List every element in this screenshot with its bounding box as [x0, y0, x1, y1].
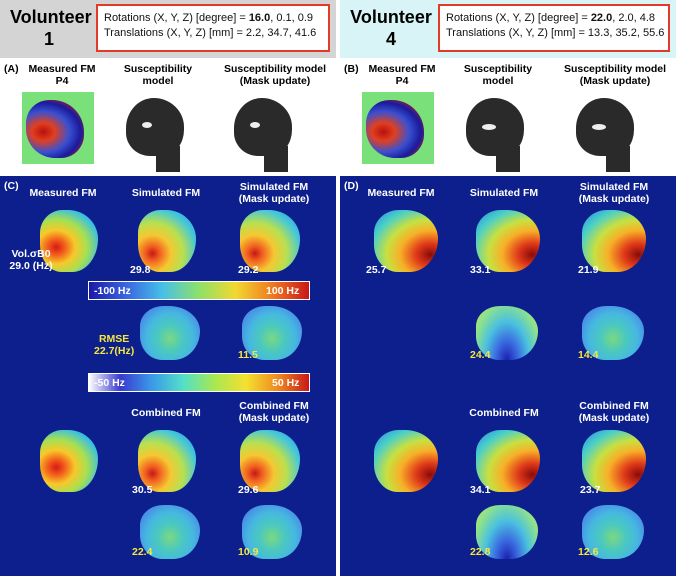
section-d-measured-fm-heading: Measured FM [367, 187, 435, 199]
section-a-col1-heading: Measured FM P4 [28, 63, 96, 87]
section-b-col1-heading: Measured FM P4 [368, 63, 436, 87]
d-simulated-fm-mask-brain [582, 210, 646, 272]
c-colorbar1-max-label: 100 Hz [266, 285, 300, 297]
c-rmse-brain [140, 306, 200, 360]
section-c-simulated-fm-heading: Simulated FM [131, 187, 201, 199]
d-combined-fm-mask-value: 23.7 [580, 484, 601, 496]
center-divider [336, 0, 340, 576]
measured-fm-p4-image [22, 92, 94, 164]
volunteer-4-rotations: Rotations (X, Y, Z) [degree] = 22.0, 2.0… [446, 12, 656, 24]
c-combined-rmse-brain [140, 505, 200, 559]
d-combined-fm-heading: Combined FM [469, 407, 539, 419]
c-simulated-fm-value: 29.8 [130, 264, 151, 276]
d-rmse-value: 24.4 [470, 349, 491, 361]
c-colorbar-hz-50 [88, 373, 310, 392]
d-simulated-fm-brain [476, 210, 540, 272]
volunteer-1-motion-box: Rotations (X, Y, Z) [degree] = 16.0, 0.1… [96, 4, 330, 52]
d-simulated-fm-value: 33.1 [470, 264, 491, 276]
d-combined-rmse-brain [476, 505, 538, 559]
volunteer-1-title: Volunteer 1 [10, 7, 92, 49]
c-combined-fm-brain [138, 430, 196, 492]
c-rmse-mask-brain [242, 306, 302, 360]
c-combined-rmse-mask-brain [242, 505, 302, 559]
c-colorbar2-min-label: -50 Hz [94, 377, 125, 389]
d-rmse-mask-brain [582, 306, 644, 360]
c-rmse-mask-value: 11.5 [238, 349, 258, 361]
c-colorbar-hz-100 [88, 281, 310, 300]
d-combined-fm-brain [476, 430, 540, 492]
c-simulated-fm-brain [138, 210, 196, 272]
section-d-label: (D) [344, 180, 359, 192]
d-combined-fm-mask-heading: Combined FM (Mask update) [578, 400, 650, 424]
section-c-label: (C) [4, 180, 19, 192]
d-combined-rmse-mask-value: 12.6 [578, 546, 599, 558]
susceptibility-model-mask-update-image-v4 [562, 94, 642, 174]
d-measured-fm-brain [374, 210, 438, 272]
section-a-col3-heading: Susceptibility model (Mask update) [223, 63, 327, 87]
section-c-simulated-fm-mask-heading: Simulated FM (Mask update) [238, 181, 310, 205]
d-combined-fm-value: 34.1 [470, 484, 491, 496]
d-combined-rmse-mask-brain [582, 505, 644, 559]
susceptibility-model-image [112, 94, 192, 174]
d-rmse-brain [476, 306, 538, 360]
c-combined-rmse-mask-value: 10.9 [238, 546, 259, 558]
volunteer-4-title: Volunteer 4 [350, 7, 432, 49]
c-colorbar1-min-label: -100 Hz [94, 285, 131, 297]
d-rmse-mask-value: 14.4 [578, 349, 599, 361]
c-measured-fm-brain [40, 210, 98, 272]
volunteer-1-translations: Translations (X, Y, Z) [mm] = 2.2, 34.7,… [104, 27, 317, 39]
d-combined-fm-mask-brain [582, 430, 646, 492]
section-d-simulated-fm-mask-heading: Simulated FM (Mask update) [578, 181, 650, 205]
c-simulated-fm-mask-value: 29.2 [238, 264, 259, 276]
section-b-label: (B) [344, 63, 359, 75]
c-combined-rmse-value: 22.4 [132, 546, 153, 558]
susceptibility-model-mask-update-image [220, 94, 300, 174]
c-combined-fm-mask-value: 29.6 [238, 484, 259, 496]
susceptibility-model-image-v4 [452, 94, 532, 174]
c-simulated-fm-mask-brain [240, 210, 300, 272]
volunteer-4-translations: Translations (X, Y, Z) [mm] = 13.3, 35.2… [446, 27, 665, 39]
c-colorbar2-max-label: 50 Hz [272, 377, 300, 389]
section-c-measured-fm-heading: Measured FM [29, 187, 97, 199]
volunteer-1-rotations: Rotations (X, Y, Z) [degree] = 16.0, 0.1… [104, 12, 314, 24]
c-combined-fm-mask-heading: Combined FM (Mask update) [238, 400, 310, 424]
d-combined-rmse-value: 22.8 [470, 546, 491, 558]
c-combined-fm-value: 30.5 [132, 484, 153, 496]
d-simulated-fm-mask-value: 21.9 [578, 264, 599, 276]
section-a-label: (A) [4, 63, 19, 75]
d-measured-fm-value: 25.7 [366, 264, 387, 276]
d-measured-fm-brain-2 [374, 430, 438, 492]
volunteer-4-motion-box: Rotations (X, Y, Z) [degree] = 22.0, 2.0… [438, 4, 670, 52]
c-combined-fm-mask-brain [240, 430, 300, 492]
section-b-col2-heading: Susceptibility model [463, 63, 533, 87]
c-measured-fm-brain-2 [40, 430, 98, 492]
section-a-col2-heading: Susceptibility model [123, 63, 193, 87]
c-vol-sigma-label: Vol.σB0 29.0 (Hz) [9, 248, 53, 272]
c-combined-fm-heading: Combined FM [131, 407, 201, 419]
c-rmse-label: RMSE 22.7(Hz) [94, 333, 135, 357]
section-d-simulated-fm-heading: Simulated FM [469, 187, 539, 199]
measured-fm-p4-image-v4 [362, 92, 434, 164]
section-b-col3-heading: Susceptibility model (Mask update) [563, 63, 667, 87]
